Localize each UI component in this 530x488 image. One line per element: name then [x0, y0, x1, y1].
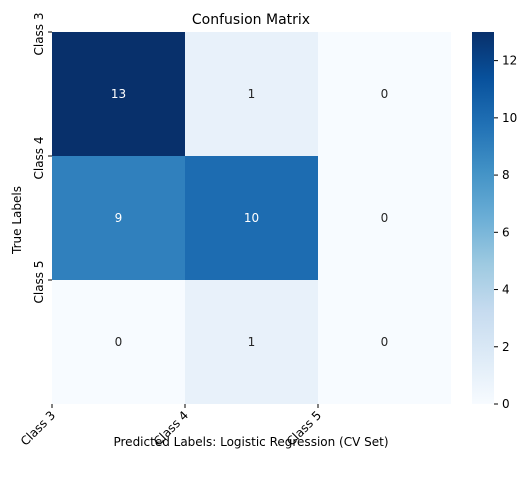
colorbar-ticks: 0 2 4 6 8 10 12 [494, 54, 517, 411]
cell-value-label: 0 [381, 335, 389, 349]
y-axis-label: True Labels [10, 186, 24, 255]
cell-value-label: 9 [115, 211, 123, 225]
heatmap-cell [52, 32, 185, 156]
x-axis-label: Predicted Labels: Logistic Regression (C… [113, 435, 388, 449]
heatmap-cell [318, 32, 451, 156]
cell-value-label: 1 [248, 87, 256, 101]
colorbar-tick-label: 2 [502, 340, 510, 354]
heatmap-cell [52, 156, 185, 280]
x-tick-label: Class 3 [18, 408, 58, 448]
heatmap-cell-labels: 13 1 09 10 00 1 0 [111, 87, 388, 349]
colorbar-tick-label: 8 [502, 168, 510, 182]
cell-value-label: 13 [111, 87, 126, 101]
heatmap-cell [318, 156, 451, 280]
y-axis-ticks: Class 3 Class 4 Class 5 [32, 12, 52, 304]
cell-value-label: 0 [381, 87, 389, 101]
heatmap-cell [185, 280, 318, 404]
heatmap-cell [185, 156, 318, 280]
y-tick-label: Class 4 [32, 136, 46, 179]
y-tick-label: Class 3 [32, 12, 46, 55]
colorbar-tick-label: 6 [502, 225, 510, 239]
colorbar-tick-label: 12 [502, 54, 517, 68]
heatmap-cells [52, 32, 451, 404]
cell-value-label: 0 [115, 335, 123, 349]
colorbar-tick-label: 0 [502, 397, 510, 411]
chart-title: Confusion Matrix [192, 12, 310, 28]
heatmap-cell [185, 32, 318, 156]
heatmap-cell [52, 280, 185, 404]
cell-value-label: 0 [381, 211, 389, 225]
heatmap-cell [318, 280, 451, 404]
y-tick-label: Class 5 [32, 260, 46, 303]
colorbar-tick-label: 10 [502, 111, 517, 125]
cell-value-label: 10 [244, 211, 259, 225]
cell-value-label: 1 [248, 335, 256, 349]
colorbar-tick-label: 4 [502, 283, 510, 297]
colorbar [472, 32, 494, 404]
